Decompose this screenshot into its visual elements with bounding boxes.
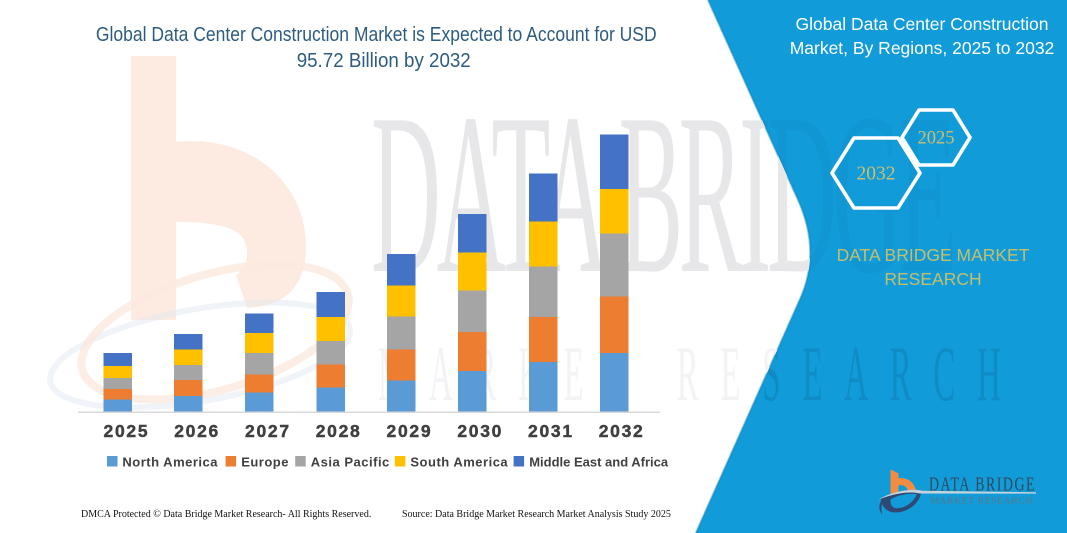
svg-text:South America: South America	[410, 455, 508, 470]
svg-text:RESEARCH: RESEARCH	[884, 269, 981, 289]
svg-text:2026: 2026	[174, 421, 220, 441]
svg-text:MARKET RESEARCH: MARKET RESEARCH	[930, 497, 1033, 507]
svg-text:Global Data Center Constructio: Global Data Center Construction Market i…	[96, 23, 657, 45]
svg-text:2025: 2025	[918, 129, 955, 149]
svg-text:DATA BRIDGE MARKET: DATA BRIDGE MARKET	[837, 245, 1030, 265]
svg-text:Source: Data Bridge Market Res: Source: Data Bridge Market Research Mark…	[402, 509, 671, 520]
svg-text:Europe: Europe	[241, 455, 289, 470]
svg-text:2025: 2025	[104, 421, 150, 441]
svg-text:2030: 2030	[457, 421, 503, 441]
svg-text:Global Data Center Constructio: Global Data Center Construction	[796, 14, 1049, 34]
svg-text:North America: North America	[122, 455, 218, 470]
svg-text:Middle East and Africa: Middle East and Africa	[529, 455, 669, 470]
svg-text:2028: 2028	[316, 421, 362, 441]
svg-text:2032: 2032	[599, 421, 645, 441]
svg-text:2031: 2031	[528, 421, 574, 441]
svg-text:DATA BRIDGE: DATA BRIDGE	[371, 68, 953, 322]
svg-text:95.72 Billion by 2032: 95.72 Billion by 2032	[297, 49, 471, 72]
svg-text:2027: 2027	[245, 421, 291, 441]
svg-text:Market, By Regions, 2025 to 20: Market, By Regions, 2025 to 2032	[790, 38, 1055, 58]
svg-text:2032: 2032	[857, 164, 896, 185]
svg-text:MARKET RESEARCH: MARKET RESEARCH	[378, 331, 1023, 417]
svg-text:Asia Pacific: Asia Pacific	[311, 455, 390, 470]
svg-text:DATA BRIDGE: DATA BRIDGE	[929, 474, 1036, 496]
svg-text:DMCA Protected © Data Bridge M: DMCA Protected © Data Bridge Market Rese…	[81, 509, 371, 520]
svg-text:2029: 2029	[387, 421, 433, 441]
